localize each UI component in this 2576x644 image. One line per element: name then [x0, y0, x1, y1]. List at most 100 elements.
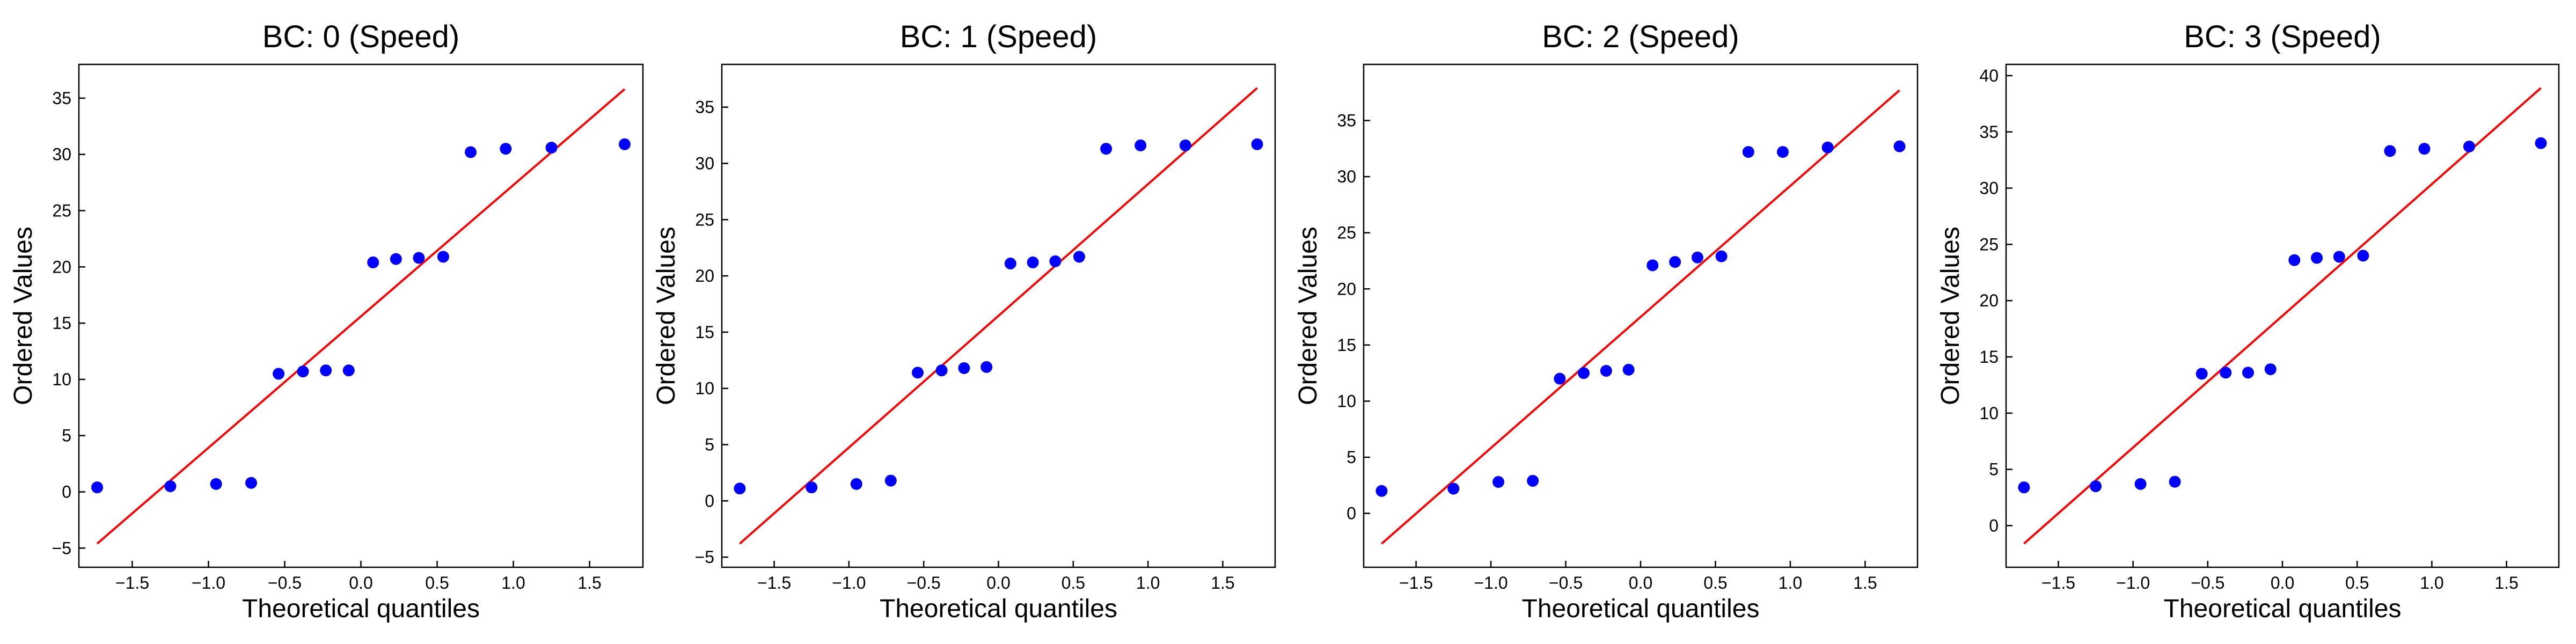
data-point — [1049, 255, 1062, 267]
fit-line — [1381, 89, 1900, 545]
y-tick-label: 30 — [695, 153, 714, 173]
data-point — [2134, 478, 2147, 490]
y-tick-label: 0 — [62, 482, 71, 502]
y-tick-label: 0 — [1346, 504, 1356, 523]
y-tick-label: 10 — [695, 379, 714, 398]
data-point — [912, 367, 924, 379]
qq-panel-2: −1.5 −1.0 −0.5 0.0 0.5 1.0 1.5 0 5 10 15 20 25 30 35 BC… — [1294, 19, 1919, 623]
data-point — [164, 480, 177, 493]
data-point — [91, 481, 104, 494]
x-tick-label: −1.0 — [832, 573, 866, 592]
x-tick-label: 1.0 — [501, 573, 525, 592]
y-tick-label: 25 — [1979, 235, 1999, 254]
y-tick-label: −5 — [695, 547, 714, 567]
data-point — [465, 146, 477, 158]
x-axis-label: Theoretical quantiles — [880, 595, 1117, 623]
y-tick-label: 5 — [62, 426, 71, 445]
data-point — [1600, 364, 1612, 377]
chart-title: BC: 2 (Speed) — [1542, 19, 1739, 54]
data-point — [2220, 367, 2232, 379]
y-tick-label: 15 — [1337, 335, 1356, 355]
data-point — [1447, 482, 1460, 495]
data-point — [980, 361, 993, 373]
data-point — [413, 252, 425, 264]
data-point — [1578, 367, 1590, 379]
x-tick-label: −1.0 — [2116, 573, 2150, 592]
y-tick-label: 10 — [52, 370, 71, 389]
data-point — [2264, 363, 2277, 376]
y-tick-label: 35 — [1337, 111, 1356, 130]
data-point — [734, 482, 746, 495]
data-point — [500, 143, 512, 155]
data-point — [1715, 250, 1728, 262]
data-point — [437, 251, 449, 263]
data-point — [320, 364, 332, 377]
data-point — [2090, 480, 2102, 493]
y-tick-label: 30 — [52, 145, 71, 164]
y-tick-label: 10 — [1337, 391, 1356, 411]
y-tick-label: 30 — [1979, 179, 1999, 198]
x-tick-label: −1.0 — [192, 573, 225, 592]
x-tick-label: −0.5 — [268, 573, 302, 592]
data-point — [2535, 137, 2547, 149]
x-tick-label: −1.5 — [1399, 573, 1433, 592]
data-point — [935, 364, 948, 377]
y-axis-label: Ordered Values — [1936, 226, 1965, 405]
data-point — [618, 138, 631, 150]
data-point — [1375, 485, 1388, 497]
data-point — [2196, 368, 2208, 380]
x-axis-label: Theoretical quantiles — [2164, 595, 2402, 623]
data-point — [850, 478, 862, 490]
y-tick-label: 25 — [52, 201, 71, 221]
y-tick-label: 25 — [1337, 223, 1356, 243]
y-tick-label: 15 — [52, 313, 71, 333]
x-tick-label: −0.5 — [1549, 573, 1583, 592]
y-tick-label: 5 — [1346, 448, 1356, 467]
data-point — [2333, 251, 2345, 263]
chart-title: BC: 0 (Speed) — [262, 19, 460, 54]
fit-line — [739, 87, 1258, 545]
x-tick-label: 1.5 — [1853, 573, 1877, 592]
data-point — [1004, 258, 1016, 270]
data-point — [1073, 251, 1085, 263]
data-point — [390, 253, 402, 265]
data-point — [545, 142, 558, 154]
data-point — [2018, 481, 2030, 494]
y-axis-label: Ordered Values — [652, 226, 680, 405]
data-point — [367, 256, 379, 268]
data-point — [2418, 143, 2431, 155]
y-tick-label: 30 — [1337, 167, 1356, 186]
y-tick-label: 20 — [1337, 279, 1356, 298]
x-axis-label: Theoretical quantiles — [1522, 595, 1760, 623]
x-tick-label: 0.5 — [425, 573, 449, 592]
data-point — [1527, 474, 1539, 487]
data-point — [245, 477, 257, 489]
data-point — [1554, 372, 1566, 385]
y-tick-label: 20 — [695, 266, 714, 286]
data-point — [1179, 139, 1191, 151]
y-tick-label: 5 — [705, 435, 714, 455]
data-point — [958, 362, 970, 374]
x-tick-label: 0.5 — [1062, 573, 1085, 592]
x-tick-label: 0.0 — [349, 573, 372, 592]
x-tick-label: 0.0 — [2271, 573, 2294, 592]
chart-title: BC: 1 (Speed) — [900, 19, 1097, 54]
x-tick-label: 0.5 — [2345, 573, 2369, 592]
data-point — [297, 365, 309, 378]
data-point — [273, 368, 285, 380]
data-point — [1742, 146, 1754, 158]
data-point — [884, 474, 897, 487]
chart-title: BC: 3 (Speed) — [2184, 19, 2381, 54]
x-tick-label: −1.0 — [1474, 573, 1507, 592]
y-tick-label: −5 — [52, 538, 71, 558]
data-point — [1251, 138, 1263, 150]
x-tick-label: 1.0 — [1136, 573, 1160, 592]
y-tick-label: 40 — [1979, 66, 1999, 85]
data-point — [1821, 141, 1834, 153]
x-tick-label: 0.0 — [1629, 573, 1652, 592]
data-point — [1646, 259, 1659, 272]
qq-panel-3: −1.5 −1.0 −0.5 0.0 0.5 1.0 1.5 0 5 10 15 20 25 30 35 40… — [1936, 19, 2560, 623]
data-point — [342, 364, 355, 377]
x-axis-label: Theoretical quantiles — [242, 595, 480, 623]
